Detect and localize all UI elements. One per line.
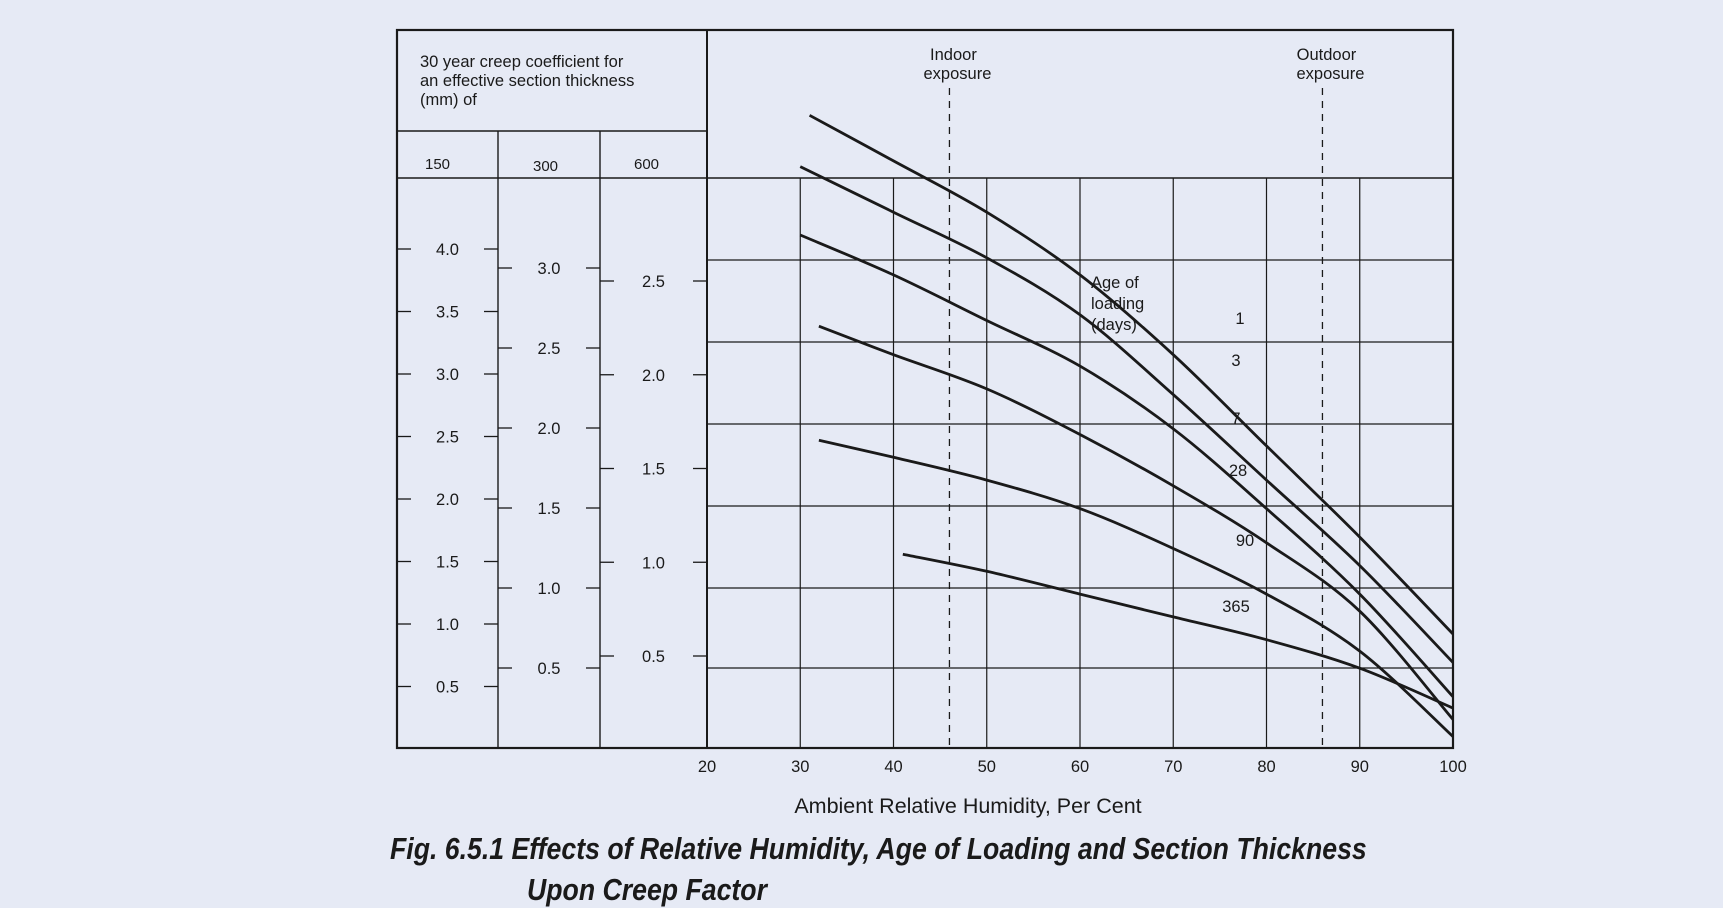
scale-tick-label: 4.0 <box>436 241 459 259</box>
scale-tick-label: 1.5 <box>642 461 665 479</box>
scale-tick-label: 2.0 <box>642 367 665 385</box>
thickness-label-300: 300 <box>533 158 558 175</box>
header-line-1: 30 year creep coefficient for <box>420 53 624 71</box>
scale-tick-label: 2.5 <box>538 340 561 358</box>
scale-tick-label: 3.0 <box>538 260 561 278</box>
age-label-line-3: (days) <box>1091 316 1137 334</box>
exposure-label-line-1: Outdoor <box>1297 46 1357 64</box>
scale-tick-label: 1.0 <box>642 554 665 572</box>
scale-tick-label: 1.5 <box>436 554 459 572</box>
header-line-2: an effective section thickness <box>420 72 634 90</box>
creep-curve-365 <box>902 552 1454 710</box>
x-tick-label: 30 <box>791 758 809 776</box>
scale-tick-label: 3.0 <box>436 366 459 384</box>
age-of-loading-label: Age of loading (days) <box>1091 274 1144 334</box>
creep-curve-28 <box>818 324 1455 721</box>
creep-curves <box>799 114 1455 738</box>
exposure-label-line-2: exposure <box>924 65 992 83</box>
x-tick-label: 20 <box>698 758 716 776</box>
curve-labels: 1 3 7 28 90 365 <box>1222 310 1254 616</box>
creep-curve-3 <box>799 165 1455 664</box>
age-label-line-1: Age of <box>1091 274 1139 292</box>
creep-curve-7 <box>799 233 1455 698</box>
x-tick-label: 80 <box>1257 758 1275 776</box>
scale-tick-label: 0.5 <box>538 660 561 678</box>
scale-tick-label: 3.5 <box>436 304 459 322</box>
age-label-line-2: loading <box>1091 295 1144 313</box>
exposure-label-line-2: exposure <box>1297 65 1365 83</box>
exposure-label-line-1: Indoor <box>930 46 977 64</box>
curve-label-3: 3 <box>1231 352 1240 370</box>
scale-tick-label: 2.5 <box>436 429 459 447</box>
figure-caption: Fig. 6.5.1 Effects of Relative Humidity,… <box>390 831 1367 866</box>
figure-caption-line-2: Upon Creep Factor <box>527 872 767 907</box>
creep-curve-1 <box>808 114 1455 635</box>
chart-frame <box>395 28 1455 750</box>
x-tick-label: 100 <box>1439 758 1467 776</box>
scale-tick-label: 2.0 <box>436 491 459 509</box>
thickness-scales: 4.0 3.5 3.0 2.5 2.0 1.5 1.0 0.5 3.0 2.5 2.0 1.5 1.0 0… <box>397 241 707 697</box>
scale-tick-label: 1.0 <box>436 616 459 634</box>
scale-header: 30 year creep coefficient for an effecti… <box>420 53 634 109</box>
thickness-label-600: 600 <box>634 156 659 173</box>
scale-tick-label: 2.5 <box>642 273 665 291</box>
curve-label-1: 1 <box>1235 310 1244 328</box>
x-tick-label: 70 <box>1164 758 1182 776</box>
creep-curve-90 <box>818 438 1454 738</box>
x-axis-label: Ambient Relative Humidity, Per Cent <box>794 794 1141 818</box>
curve-label-90: 90 <box>1236 532 1254 550</box>
thickness-label-150: 150 <box>425 156 450 173</box>
header-line-3: (mm) of <box>420 91 477 109</box>
scale-tick-label: 0.5 <box>436 679 459 697</box>
x-tick-label: 40 <box>884 758 902 776</box>
x-tick-label: 60 <box>1071 758 1089 776</box>
x-tick-labels: 20 30 40 50 60 70 80 90 100 <box>698 758 1467 776</box>
thickness-labels: 150 300 600 <box>425 156 659 175</box>
curve-label-28: 28 <box>1229 462 1247 480</box>
curve-label-365: 365 <box>1222 598 1250 616</box>
scale-tick-label: 0.5 <box>642 648 665 666</box>
curve-label-7: 7 <box>1231 410 1240 428</box>
scale-tick-label: 2.0 <box>538 420 561 438</box>
scale-tick-label: 1.0 <box>538 580 561 598</box>
x-tick-label: 90 <box>1351 758 1369 776</box>
plot-grid <box>707 178 1453 748</box>
x-tick-label: 50 <box>978 758 996 776</box>
scale-tick-label: 1.5 <box>538 500 561 518</box>
